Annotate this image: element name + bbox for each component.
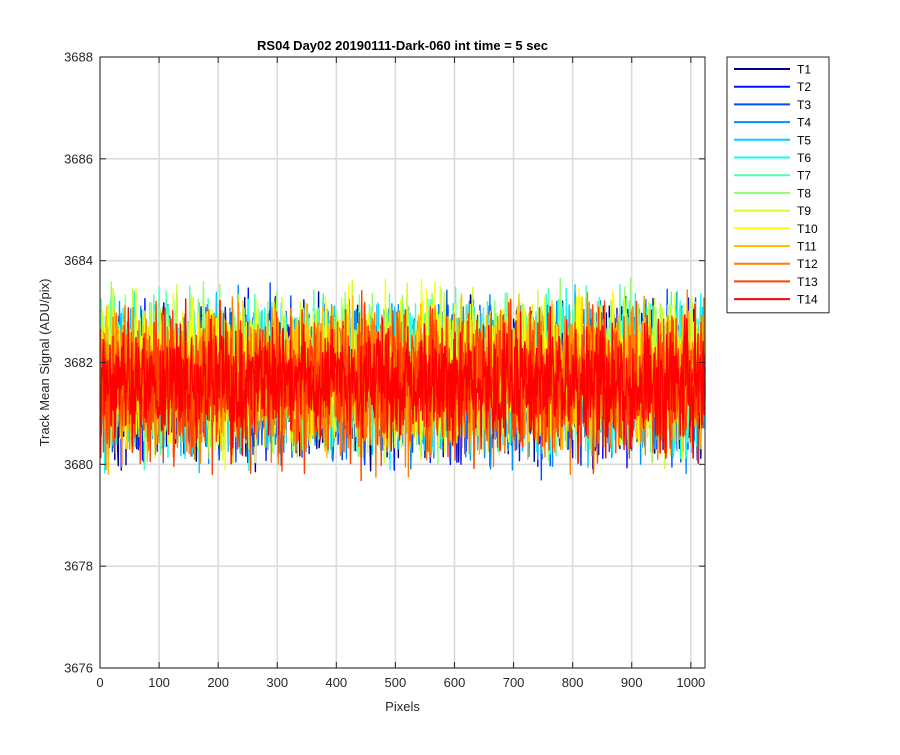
- legend-label-t4: T4: [797, 116, 811, 130]
- axis-ticks: 0 100 200 300 400 500 600 700 800 900 1000 3676 3678…: [64, 50, 705, 691]
- legend-label-t1: T1: [797, 63, 811, 77]
- legend-label-t11: T11: [797, 240, 817, 254]
- legend-box: [726, 56, 830, 314]
- y-tick-label: 3678: [64, 559, 93, 574]
- legend-label-t12: T12: [797, 257, 818, 271]
- legend-label-t5: T5: [797, 133, 811, 147]
- legend: T1 T2 T3 T4 T5 T6 T7 T8 T9 T10 T11 T12 T13 T14: [726, 56, 830, 314]
- legend-label-t7: T7: [797, 169, 811, 183]
- y-axis-label: Track Mean Signal (ADU/pix): [37, 279, 52, 447]
- y-tick-label: 3688: [64, 50, 93, 65]
- x-tick-label: 1000: [676, 675, 705, 690]
- x-tick-label: 700: [503, 675, 525, 690]
- legend-label-t10: T10: [797, 222, 818, 236]
- x-tick-label: 800: [562, 675, 584, 690]
- series-line-t14: [99, 298, 706, 465]
- legend-label-t13: T13: [797, 275, 818, 289]
- y-tick-label: 3676: [64, 661, 93, 676]
- x-tick-label: 900: [621, 675, 643, 690]
- y-tick-label: 3684: [64, 253, 93, 268]
- legend-label-t2: T2: [797, 80, 811, 94]
- x-tick-label: 500: [385, 675, 407, 690]
- y-tick-label: 3680: [64, 457, 93, 472]
- legend-label-t14: T14: [797, 293, 818, 307]
- x-axis-label: Pixels: [385, 699, 420, 714]
- x-tick-label: 600: [444, 675, 466, 690]
- x-tick-label: 400: [325, 675, 347, 690]
- x-tick-label: 300: [266, 675, 288, 690]
- y-tick-label: 3686: [64, 151, 93, 166]
- series-layer: [99, 277, 706, 482]
- legend-label-t3: T3: [797, 98, 811, 112]
- legend-label-t6: T6: [797, 151, 811, 165]
- x-tick-label: 100: [148, 675, 170, 690]
- legend-label-t9: T9: [797, 204, 811, 218]
- x-tick-label: 0: [96, 675, 103, 690]
- chart-title: RS04 Day02 20190111-Dark-060 int time = …: [257, 38, 548, 53]
- legend-label-t8: T8: [797, 186, 811, 200]
- y-tick-label: 3682: [64, 355, 93, 370]
- x-tick-label: 200: [207, 675, 229, 690]
